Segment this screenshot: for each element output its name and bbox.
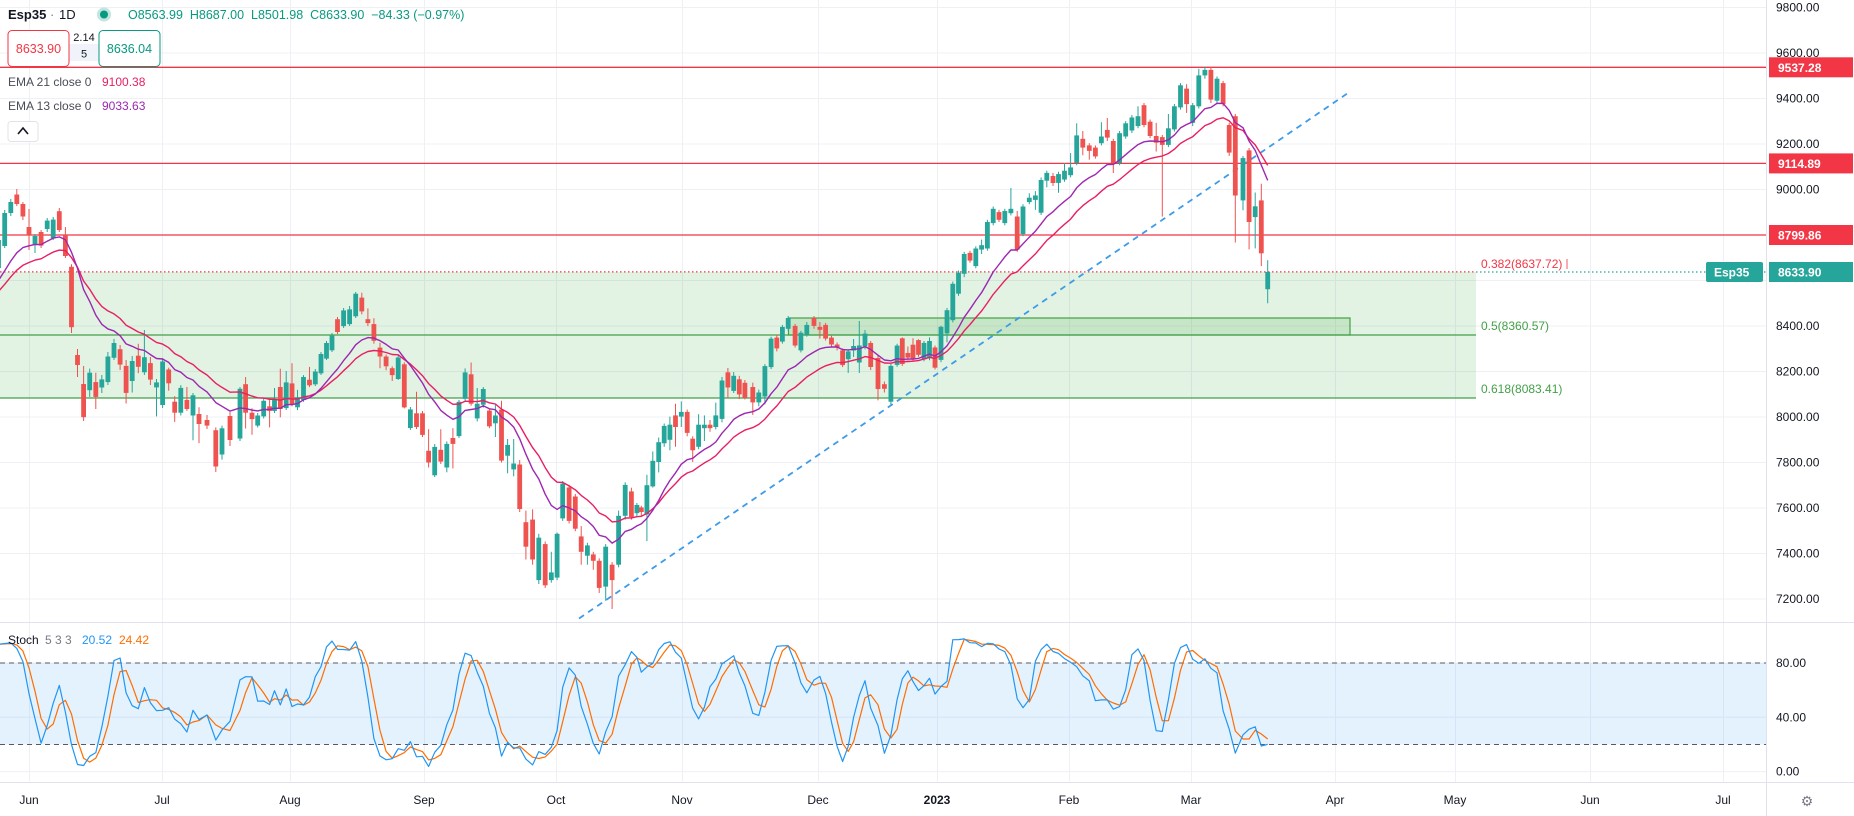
svg-text:40.00: 40.00 xyxy=(1776,710,1806,724)
svg-text:Dec: Dec xyxy=(807,793,828,807)
svg-text:8000.00: 8000.00 xyxy=(1776,410,1820,424)
svg-text:9114.89: 9114.89 xyxy=(1778,157,1821,171)
svg-text:Esp35: Esp35 xyxy=(1714,266,1750,280)
svg-text:5: 5 xyxy=(81,49,87,61)
svg-text:7200.00: 7200.00 xyxy=(1776,592,1820,606)
svg-text:24.42: 24.42 xyxy=(119,633,149,647)
svg-text:8200.00: 8200.00 xyxy=(1776,365,1820,379)
svg-text:8633.90: 8633.90 xyxy=(16,42,61,56)
svg-text:0.382(8637.72): 0.382(8637.72) xyxy=(1481,257,1562,271)
svg-text:Mar: Mar xyxy=(1181,793,1202,807)
svg-text:20.52: 20.52 xyxy=(82,633,112,647)
svg-text:9400.00: 9400.00 xyxy=(1776,92,1820,106)
svg-text:5 3 3: 5 3 3 xyxy=(45,633,72,647)
svg-text:Jul: Jul xyxy=(154,793,169,807)
svg-text:8636.04: 8636.04 xyxy=(107,42,152,56)
svg-text:0.00: 0.00 xyxy=(1776,765,1800,779)
svg-text:EMA 21 close 0: EMA 21 close 0 xyxy=(8,75,92,89)
svg-text:Esp35: Esp35 xyxy=(8,7,46,22)
svg-text:2023: 2023 xyxy=(924,793,951,807)
svg-text:7600.00: 7600.00 xyxy=(1776,501,1820,515)
svg-text:O8563.99 H8687.00 L8501.98: O8563.99 H8687.00 L8501.98 C8633.90 −84.… xyxy=(128,8,464,22)
svg-text:Jun: Jun xyxy=(19,793,38,807)
svg-text:EMA 13 close 0: EMA 13 close 0 xyxy=(8,99,92,113)
svg-text:9200.00: 9200.00 xyxy=(1776,137,1820,151)
svg-text:9033.63: 9033.63 xyxy=(102,99,146,113)
svg-text:2.14: 2.14 xyxy=(73,32,94,44)
svg-text:May: May xyxy=(1444,793,1467,807)
svg-text:Apr: Apr xyxy=(1326,793,1345,807)
svg-text:1D: 1D xyxy=(59,7,76,22)
svg-text:9537.28: 9537.28 xyxy=(1778,61,1822,75)
svg-text:9600.00: 9600.00 xyxy=(1776,46,1820,60)
svg-text:0.618(8083.41): 0.618(8083.41) xyxy=(1481,382,1562,396)
svg-text:Nov: Nov xyxy=(671,793,692,807)
svg-text:9000.00: 9000.00 xyxy=(1776,183,1820,197)
svg-text:8400.00: 8400.00 xyxy=(1776,319,1820,333)
svg-text:9100.38: 9100.38 xyxy=(102,75,146,89)
svg-text:Jul: Jul xyxy=(1715,793,1730,807)
svg-text:Aug: Aug xyxy=(279,793,300,807)
svg-text:7400.00: 7400.00 xyxy=(1776,547,1820,561)
svg-text:9800.00: 9800.00 xyxy=(1776,1,1820,15)
svg-text:Oct: Oct xyxy=(547,793,566,807)
svg-text:0.5(8360.57): 0.5(8360.57) xyxy=(1481,319,1549,333)
svg-text:Sep: Sep xyxy=(413,793,435,807)
svg-text:80.00: 80.00 xyxy=(1776,656,1806,670)
svg-text:Jun: Jun xyxy=(1580,793,1599,807)
svg-text:8633.90: 8633.90 xyxy=(1778,266,1822,280)
svg-text:·: · xyxy=(50,7,54,22)
svg-text:Stoch: Stoch xyxy=(8,633,39,647)
svg-text:⚙: ⚙ xyxy=(1801,793,1814,809)
svg-text:Feb: Feb xyxy=(1059,793,1080,807)
svg-text:8799.86: 8799.86 xyxy=(1778,229,1822,243)
svg-text:7800.00: 7800.00 xyxy=(1776,456,1820,470)
